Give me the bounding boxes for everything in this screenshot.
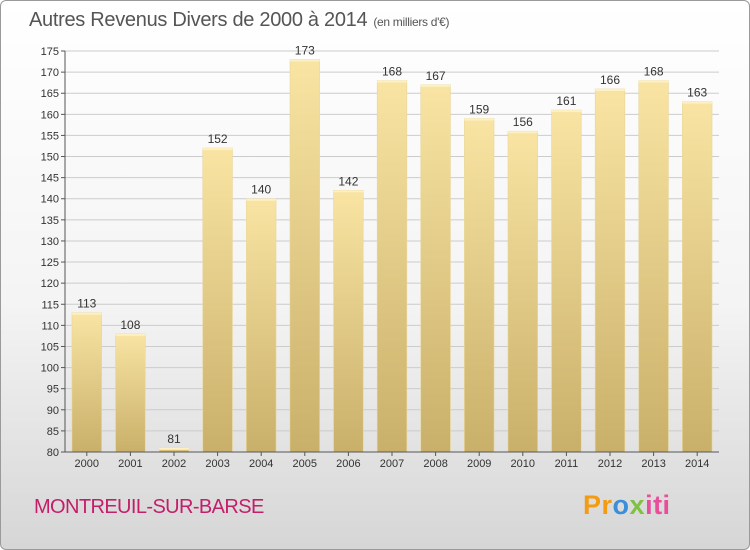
y-tick-label: 145 bbox=[41, 173, 59, 185]
bar-2003 bbox=[202, 147, 233, 453]
bar-value-label: 142 bbox=[338, 174, 358, 188]
y-tick-label: 155 bbox=[41, 130, 59, 142]
chart-unit: (en milliers d'€) bbox=[373, 15, 450, 29]
y-tick-label: 125 bbox=[41, 257, 59, 269]
bar-value-label: 81 bbox=[167, 432, 181, 446]
bar-2009 bbox=[464, 118, 495, 453]
y-tick-label: 90 bbox=[47, 405, 59, 417]
y-tick-label: 80 bbox=[47, 447, 59, 459]
x-tick-label: 2007 bbox=[380, 458, 404, 470]
bar-highlight bbox=[115, 333, 146, 336]
chart-title: Autres Revenus Divers de 2000 à 2014 (en … bbox=[29, 9, 450, 32]
bar-value-label: 152 bbox=[208, 132, 228, 146]
bar-highlight bbox=[71, 312, 102, 315]
bar-highlight bbox=[159, 447, 189, 450]
bar-value-label: 161 bbox=[556, 94, 576, 108]
x-tick-label: 2010 bbox=[511, 458, 535, 470]
bar-2006 bbox=[333, 189, 364, 453]
y-tick-label: 85 bbox=[47, 426, 59, 438]
x-tick-label: 2012 bbox=[598, 458, 622, 470]
x-tick-label: 2003 bbox=[205, 458, 229, 470]
city-name: MONTREUIL-SUR-BARSE bbox=[34, 496, 264, 518]
logo-part-4: iti bbox=[645, 490, 671, 520]
bar-value-label: 113 bbox=[77, 297, 96, 311]
bar-highlight bbox=[595, 88, 625, 91]
bar-value-label: 156 bbox=[513, 115, 533, 129]
y-tick-label: 130 bbox=[41, 236, 59, 248]
y-tick-label: 175 bbox=[41, 46, 59, 58]
logo-part-3: x bbox=[629, 490, 646, 520]
y-tick-label: 165 bbox=[41, 88, 59, 100]
y-tick-label: 95 bbox=[47, 384, 59, 396]
x-tick-label: 2013 bbox=[641, 458, 665, 470]
bar-2008 bbox=[420, 84, 451, 453]
bar-highlight bbox=[202, 148, 233, 151]
y-tick-label: 120 bbox=[41, 278, 59, 290]
bar-highlight bbox=[464, 118, 495, 121]
x-tick-label: 2008 bbox=[423, 458, 447, 470]
bar-value-label: 140 bbox=[251, 183, 271, 197]
bar-highlight bbox=[377, 80, 407, 83]
bar-2005 bbox=[289, 59, 320, 453]
y-tick-label: 160 bbox=[41, 109, 59, 121]
bar-highlight bbox=[246, 198, 277, 201]
bar-2014 bbox=[682, 101, 713, 453]
bar-highlight bbox=[507, 131, 538, 134]
chart-title-text: Autres Revenus Divers de 2000 à 2014 bbox=[29, 9, 368, 31]
x-tick-label: 2005 bbox=[293, 458, 317, 470]
bar-2011 bbox=[551, 109, 582, 453]
bar-highlight bbox=[289, 59, 320, 62]
y-tick-label: 105 bbox=[41, 341, 59, 353]
bar-value-label: 159 bbox=[469, 103, 489, 117]
bar-2013 bbox=[638, 80, 669, 453]
y-tick-label: 100 bbox=[41, 363, 59, 375]
logo-part-2: o bbox=[612, 490, 630, 520]
bar-highlight bbox=[682, 101, 713, 104]
y-tick-label: 150 bbox=[41, 152, 59, 164]
bar-highlight bbox=[333, 190, 364, 193]
bar-value-label: 168 bbox=[644, 65, 664, 79]
y-tick-label: 110 bbox=[41, 320, 59, 332]
x-tick-label: 2000 bbox=[75, 458, 99, 470]
bar-2012 bbox=[594, 88, 626, 453]
bar-highlight bbox=[420, 84, 451, 87]
bar-2001 bbox=[115, 333, 146, 453]
bar-highlight bbox=[638, 80, 669, 83]
bar-value-label: 173 bbox=[295, 43, 315, 57]
bar-2007 bbox=[376, 80, 408, 453]
x-tick-label: 2011 bbox=[555, 458, 579, 470]
y-tick-label: 135 bbox=[41, 215, 59, 227]
bar-value-label: 166 bbox=[600, 73, 620, 87]
proxiti-logo: Proxiti bbox=[583, 490, 671, 521]
bar-value-label: 163 bbox=[687, 86, 707, 100]
bar-highlight bbox=[551, 110, 582, 113]
x-tick-label: 2001 bbox=[118, 458, 142, 470]
y-tick-label: 140 bbox=[41, 194, 59, 206]
bar-2000 bbox=[71, 312, 102, 453]
bar-value-label: 108 bbox=[120, 318, 140, 332]
bar-2004 bbox=[246, 198, 277, 453]
bar-2010 bbox=[507, 130, 538, 453]
y-tick-label: 115 bbox=[41, 299, 59, 311]
logo-part-1: Pr bbox=[583, 490, 613, 520]
bar-value-label: 167 bbox=[426, 69, 446, 83]
x-tick-label: 2006 bbox=[336, 458, 360, 470]
x-tick-label: 2002 bbox=[162, 458, 186, 470]
x-tick-label: 2004 bbox=[249, 458, 273, 470]
bar-value-label: 168 bbox=[382, 65, 402, 79]
y-tick-label: 170 bbox=[41, 67, 59, 79]
x-tick-label: 2014 bbox=[685, 458, 709, 470]
x-tick-label: 2009 bbox=[467, 458, 491, 470]
